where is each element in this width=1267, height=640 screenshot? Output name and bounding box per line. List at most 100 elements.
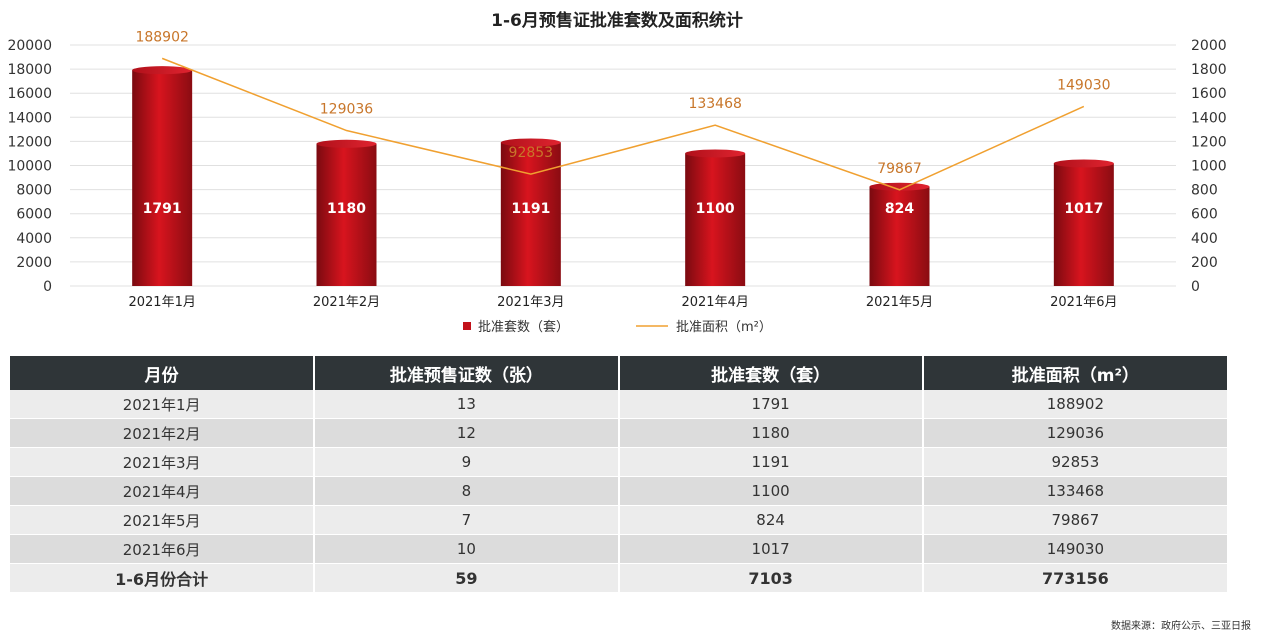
x-tick-label: 2021年6月 <box>1050 295 1117 310</box>
header-month: 月份 <box>10 356 315 390</box>
right-tick-label: 600 <box>1191 207 1218 223</box>
cell-units: 1180 <box>617 418 923 448</box>
cell-permits: 9 <box>313 447 619 477</box>
bar-top <box>685 149 746 158</box>
cell-area: 149030 <box>921 534 1227 564</box>
cell-month: 2021年5月 <box>10 505 315 535</box>
cell-area: 92853 <box>921 447 1227 477</box>
cell-units: 1191 <box>617 447 923 477</box>
right-tick-label: 1200 <box>1191 134 1227 150</box>
legend-swatch-bar <box>463 322 471 330</box>
bar-top <box>1053 159 1114 168</box>
table-row: 2021年1月 13 1791 188902 <box>10 390 1227 419</box>
line-value-label: 149030 <box>1057 77 1110 93</box>
right-tick-label: 1800 <box>1191 62 1227 78</box>
chart: 1-6月预售证批准套数及面积统计 20000180001600014000120… <box>7 10 1227 335</box>
right-tick-label: 1400 <box>1191 110 1227 126</box>
bar-top <box>132 66 193 75</box>
line-value-label: 92853 <box>509 145 554 161</box>
table-total-row: 1-6月份合计 59 7103 773156 <box>10 563 1227 593</box>
bar <box>1053 163 1114 286</box>
header-permits: 批准预售证数（张） <box>313 356 619 390</box>
left-tick-label: 6000 <box>16 207 52 223</box>
legend: 批准套数（套） 批准面积（m²） <box>463 319 772 335</box>
x-tick-label: 2021年4月 <box>681 295 748 310</box>
bar-value-label: 1100 <box>696 201 735 217</box>
left-tick-label: 14000 <box>7 110 52 126</box>
cell-area: 79867 <box>921 505 1227 535</box>
table-header-row: 月份 批准预售证数（张） 批准套数（套） 批准面积（m²） <box>10 356 1227 390</box>
table-row: 2021年4月 8 1100 133468 <box>10 476 1227 506</box>
bar-top <box>316 139 377 148</box>
line-value-label: 129036 <box>320 102 374 118</box>
table-row: 2021年6月 10 1017 149030 <box>10 534 1227 564</box>
left-tick-label: 4000 <box>16 231 52 247</box>
total-units: 7103 <box>617 563 923 593</box>
total-label: 1-6月份合计 <box>10 563 315 593</box>
line-value-label: 188902 <box>135 29 188 45</box>
cell-area: 133468 <box>921 476 1227 506</box>
bar <box>500 142 561 286</box>
left-tick-label: 8000 <box>16 183 52 199</box>
left-tick-label: 18000 <box>7 62 52 78</box>
cell-month: 2021年4月 <box>10 476 315 506</box>
cell-permits: 10 <box>313 534 619 564</box>
cell-units: 824 <box>617 505 923 535</box>
right-tick-label: 200 <box>1191 255 1218 271</box>
cell-month: 2021年6月 <box>10 534 315 564</box>
total-permits: 59 <box>313 563 619 593</box>
table-row: 2021年5月 7 824 79867 <box>10 505 1227 535</box>
x-tick-label: 2021年3月 <box>497 295 564 310</box>
bar-value-label: 1791 <box>143 201 182 217</box>
table-row: 2021年2月 12 1180 129036 <box>10 418 1227 448</box>
legend-label-line: 批准面积（m²） <box>676 320 772 335</box>
legend-label-bar: 批准套数（套） <box>478 319 569 335</box>
area-line <box>161 57 1085 191</box>
chart-title: 1-6月预售证批准套数及面积统计 <box>491 10 743 31</box>
bar <box>132 70 193 286</box>
cell-permits: 13 <box>313 390 619 419</box>
cell-units: 1100 <box>617 476 923 506</box>
bar <box>869 186 930 286</box>
cell-area: 129036 <box>921 418 1227 448</box>
cell-units: 1017 <box>617 534 923 564</box>
bar <box>316 143 377 286</box>
right-tick-label: 400 <box>1191 231 1218 247</box>
table-row: 2021年3月 9 1191 92853 <box>10 447 1227 477</box>
left-tick-label: 2000 <box>16 255 52 271</box>
total-area: 773156 <box>921 563 1227 593</box>
data-table: 月份 批准预售证数（张） 批准套数（套） 批准面积（m²） 2021年1月 13… <box>10 356 1227 593</box>
source-note: 数据来源：政府公示、三亚日报 <box>1111 621 1251 632</box>
cell-month: 2021年3月 <box>10 447 315 477</box>
left-tick-label: 0 <box>43 279 52 295</box>
bar <box>685 153 746 286</box>
cell-permits: 8 <box>313 476 619 506</box>
bar-top <box>500 138 561 147</box>
cell-month: 2021年2月 <box>10 418 315 448</box>
cell-permits: 7 <box>313 505 619 535</box>
header-units: 批准套数（套） <box>617 356 923 390</box>
line-series: 188902 129036 92853 133468 79867 149030 <box>135 29 1111 191</box>
left-axis: 2000018000160001400012000100008000600040… <box>7 38 52 295</box>
cell-month: 2021年1月 <box>10 390 315 419</box>
bar-value-label: 1191 <box>511 201 550 217</box>
right-tick-label: 800 <box>1191 183 1218 199</box>
x-tick-label: 2021年1月 <box>128 295 195 310</box>
bar-value-label: 1180 <box>327 201 366 217</box>
right-tick-label: 1000 <box>1191 159 1227 175</box>
left-tick-label: 12000 <box>7 134 52 150</box>
cell-units: 1791 <box>617 390 923 419</box>
x-tick-label: 2021年2月 <box>313 295 380 310</box>
left-tick-label: 20000 <box>7 38 52 54</box>
right-tick-label: 2000 <box>1191 38 1227 54</box>
left-tick-label: 10000 <box>7 159 52 175</box>
x-tick-label: 2021年5月 <box>866 295 933 310</box>
bar-value-label: 1017 <box>1064 201 1103 217</box>
bar-value-label: 824 <box>885 201 914 217</box>
right-tick-label: 1600 <box>1191 86 1227 102</box>
grid <box>70 44 1176 287</box>
left-tick-label: 16000 <box>7 86 52 102</box>
line-value-label: 133468 <box>688 96 741 112</box>
x-axis: 2021年1月 2021年2月 2021年3月 2021年4月 2021年5月 2021年… <box>128 295 1117 310</box>
